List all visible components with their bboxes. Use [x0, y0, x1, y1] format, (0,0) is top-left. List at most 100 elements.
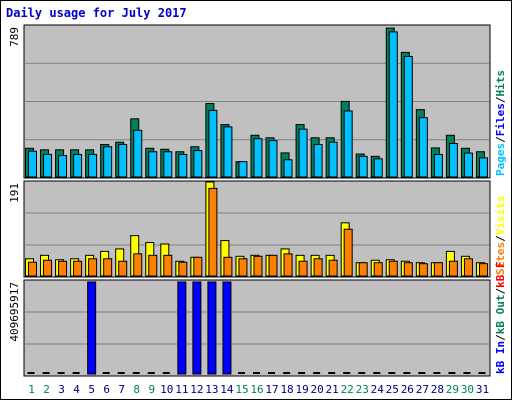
kb-baseline-mark-day-18: [283, 372, 291, 374]
kb-baseline-mark-day-10: [162, 372, 170, 374]
pages-bar-day-26: [403, 55, 413, 178]
kb-in-bar-day-13: [207, 281, 217, 375]
pages-bar-day-15: [238, 161, 248, 178]
x-tick-label-day-8: 8: [133, 383, 140, 396]
sites-bar-day-23: [358, 262, 368, 277]
x-tick-label-day-10: 10: [160, 383, 173, 396]
x-tick-label-day-17: 17: [265, 383, 278, 396]
sites-bar-day-31: [478, 263, 488, 277]
sites-bar-day-2: [43, 259, 53, 277]
kb-baseline-mark-day-15: [237, 372, 245, 374]
x-tick-label-day-18: 18: [280, 383, 293, 396]
kb-baseline-mark-day-21: [328, 372, 336, 374]
kb-baseline-mark-day-7: [117, 372, 125, 374]
x-tick-label-day-24: 24: [371, 383, 385, 396]
kb-in-bar-day-11: [177, 281, 187, 375]
kb-baseline-mark-day-4: [72, 372, 80, 374]
x-tick-label-day-30: 30: [461, 383, 474, 396]
sites-bar-day-5: [88, 258, 98, 277]
pages-bar-day-12: [193, 150, 203, 178]
kb-in-bar-day-12: [192, 281, 202, 375]
x-tick-label-day-12: 12: [190, 383, 203, 396]
x-tick-label-day-25: 25: [386, 383, 399, 396]
kb-baseline-mark-day-17: [268, 372, 276, 374]
x-tick-label-day-16: 16: [250, 383, 263, 396]
x-tick-label-day-4: 4: [73, 383, 80, 396]
panel-visits-legend-item-2: Visits: [494, 196, 507, 236]
panel-hits-legend: Pages/Files/Hits: [494, 70, 507, 176]
sites-bar-day-9: [148, 254, 158, 277]
x-tick-label-day-19: 19: [295, 383, 308, 396]
kb-baseline-mark-day-3: [57, 372, 65, 374]
pages-bar-day-4: [73, 153, 83, 178]
kb-baseline-mark-day-26: [403, 372, 411, 374]
x-tick-label-day-3: 3: [58, 383, 65, 396]
x-tick-label-day-15: 15: [235, 383, 248, 396]
pages-bar-day-11: [178, 153, 188, 178]
pages-bar-day-10: [163, 151, 173, 178]
kb-baseline-mark-day-19: [298, 372, 306, 374]
pages-bar-day-28: [433, 153, 443, 178]
panel-visits-ymax-label: 191: [8, 183, 21, 203]
pages-bar-day-17: [268, 140, 278, 178]
pages-bar-day-31: [478, 157, 488, 178]
pages-bar-day-20: [313, 143, 323, 178]
pages-bar-day-13: [208, 109, 218, 178]
panel-visits-legend: Sites/Visits: [494, 196, 507, 276]
kb-baseline-mark-day-29: [448, 372, 456, 374]
x-tick-label-day-14: 14: [220, 383, 234, 396]
sites-bar-day-30: [463, 258, 473, 277]
sites-bar-day-15: [238, 258, 248, 277]
pages-bar-day-16: [253, 138, 263, 178]
panel-kbytes-ymax-label: 409695917: [8, 282, 21, 342]
kb-baseline-mark-day-24: [373, 372, 381, 374]
x-tick-label-day-26: 26: [401, 383, 414, 396]
sites-bar-day-17: [268, 254, 278, 277]
kb-baseline-mark-day-16: [253, 372, 260, 374]
kb-baseline-mark-day-30: [463, 372, 471, 374]
kb-in-bar-day-5: [87, 281, 97, 375]
sites-bar-day-6: [103, 258, 113, 277]
x-tick-label-day-1: 1: [28, 383, 35, 396]
sites-bar-day-4: [73, 260, 83, 277]
panel-kbytes-legend-item-3: /: [494, 288, 507, 295]
pages-bar-day-21: [328, 141, 338, 178]
sites-bar-day-1: [28, 261, 37, 277]
pages-bar-day-8: [133, 129, 143, 178]
x-tick-label-day-13: 13: [205, 383, 218, 396]
sites-bar-day-25: [388, 260, 398, 277]
x-tick-label-day-6: 6: [103, 383, 110, 396]
x-tick-label-day-23: 23: [356, 383, 369, 396]
kb-baseline-mark-day-6: [102, 372, 110, 374]
x-tick-label-day-28: 28: [431, 383, 444, 396]
sites-bar-day-20: [313, 258, 323, 277]
panel-hits-legend-item-0: Pages: [494, 143, 507, 176]
sites-bar-day-18: [283, 253, 293, 277]
sites-bar-day-8: [133, 253, 143, 277]
pages-bar-day-7: [118, 143, 128, 178]
pages-bar-day-19: [298, 128, 308, 178]
pages-bar-day-2: [43, 153, 53, 178]
sites-bar-day-13: [208, 187, 218, 277]
pages-bar-day-25: [388, 31, 398, 178]
pages-bar-day-6: [103, 146, 113, 178]
panel-hits-legend-item-1: /: [494, 136, 507, 143]
kb-baseline-mark-day-28: [433, 372, 441, 374]
x-tick-label-day-20: 20: [311, 383, 324, 396]
panel-visits-legend-item-0: Sites: [494, 242, 507, 275]
sites-bar-day-26: [403, 262, 413, 277]
panel-visits-legend-item-1: /: [494, 235, 507, 242]
kb-baseline-mark-day-9: [147, 372, 155, 374]
kb-baseline-mark-day-8: [132, 372, 140, 374]
panel-kbytes-legend: kB In/kB Out/kB F: [494, 261, 507, 374]
kb-baseline-mark-day-27: [418, 372, 426, 374]
kb-baseline-mark-day-20: [313, 372, 321, 374]
panel-hits-legend-item-4: Hits: [494, 70, 507, 97]
sites-bar-day-22: [343, 228, 353, 277]
sites-bar-day-7: [118, 260, 128, 277]
pages-bar-day-29: [448, 143, 458, 178]
x-tick-label-day-9: 9: [148, 383, 155, 396]
sites-bar-day-12: [193, 256, 203, 277]
